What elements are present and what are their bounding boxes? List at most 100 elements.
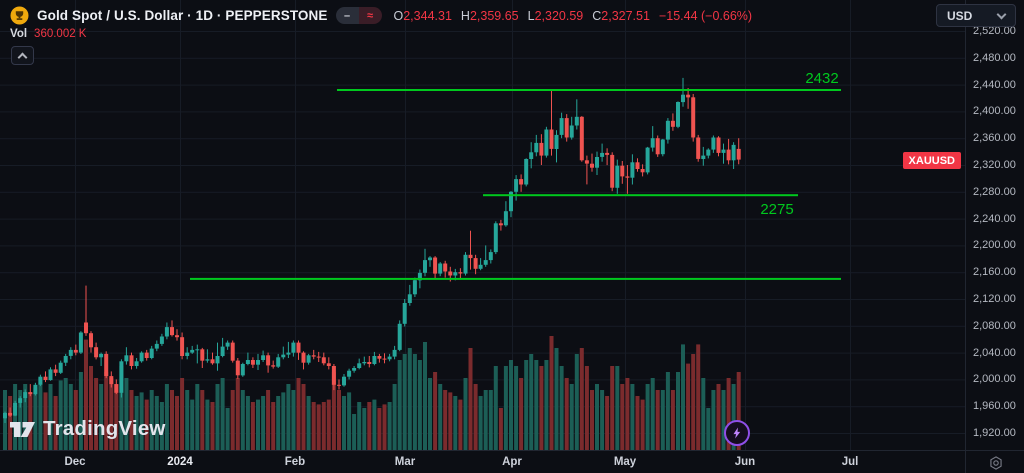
candle-body [574,116,579,126]
price-axis-label: 2,000.00 [973,373,1016,386]
candle-wick [591,153,593,172]
candle-body [109,376,114,385]
candle-body [159,336,164,344]
market-status-button[interactable]: ≈ [358,7,382,24]
volume-legend: Vol 360.002 K [10,28,86,40]
candle-body [372,356,377,364]
legend-pill: – ≈ [335,7,382,24]
volume-bar [33,387,38,450]
level-line[interactable] [337,89,841,91]
volume-bar [190,399,195,450]
volume-bar [564,378,569,450]
volume-bar [402,354,407,450]
volume-bar [650,378,655,450]
symbol-title[interactable]: Gold Spot / U.S. Dollar · 1D · PEPPERSTO… [37,8,328,23]
candle-body [94,347,99,358]
volume-bar [230,390,235,450]
candle-body [119,361,124,393]
candle-body [235,360,240,376]
instant-trading-button[interactable] [724,420,750,446]
level-line[interactable] [483,194,798,197]
candle-body [716,137,721,153]
volume-bar [256,399,260,450]
volume-bar [554,348,559,450]
candle-wick [470,230,471,270]
candle-body [230,342,235,361]
candle-wick [338,379,340,390]
candle-body [630,162,635,178]
time-axis-label: Jul [841,456,859,468]
pane-collapse-button[interactable] [11,46,34,65]
volume-bar [367,402,372,450]
candle-wick [687,88,689,109]
volume-bar [453,396,458,450]
volume-bar [185,390,190,450]
volume-bar [711,390,716,450]
level-line[interactable] [190,277,841,280]
volume-bar [503,366,508,450]
candle-wick [313,349,315,360]
candle-body [347,370,352,377]
candle-body [225,342,230,347]
candle-wick [9,407,11,417]
volume-bar [392,384,397,450]
candle-body [114,384,119,393]
candle-body [43,376,48,380]
candlestick-chart[interactable] [0,0,965,450]
candle-body [655,138,660,155]
candle-body [407,294,412,303]
volume-bar [569,384,574,450]
volume-bar [195,384,200,450]
candle-body [620,165,625,177]
candle-body [210,359,215,364]
candle-body [73,349,78,353]
volume-bar [326,399,331,450]
axis-settings-corner[interactable] [965,450,1024,473]
currency-label: USD [947,8,973,23]
candle-wick [29,384,31,397]
volume-bar [559,366,564,450]
volume-bar [463,378,468,450]
price-axis[interactable]: 2,327.51 2,520.002,480.002,440.002,400.0… [965,0,1024,450]
candle-body [544,129,549,156]
low-label: L [527,8,535,23]
volume-bar [574,354,579,450]
candle-body [640,169,645,173]
volume-bar [235,378,240,450]
candle-body [579,116,584,161]
candle-body [104,353,109,376]
legend-more-button[interactable]: – [335,7,359,24]
volume-bar [417,360,422,450]
candle-body [711,137,716,150]
currency-selector-button[interactable]: USD [936,4,1016,27]
volume-bar [240,390,245,450]
tradingview-watermark[interactable]: TradingView [9,417,166,441]
candle-body [63,356,68,363]
volume-bar [104,372,109,450]
level-label[interactable]: 2432 [805,69,839,87]
volume-bar [615,366,620,450]
volume-bar [412,354,417,450]
time-axis-label: Mar [394,456,416,468]
candle-body [23,392,28,399]
price-axis-label: 2,280.00 [973,185,1016,198]
candle-body [438,263,443,274]
price-axis-label: 2,160.00 [973,266,1016,279]
candle-wick [100,352,102,366]
time-axis-label: Feb [284,456,306,468]
candle-body [701,155,706,159]
level-label[interactable]: 2275 [760,201,794,219]
volume-bar [605,396,610,450]
candle-body [352,368,357,371]
volume-bar [205,399,210,450]
candle-body [559,118,564,135]
volume-bar [655,390,660,450]
symbol-tag: XAUUSD [902,152,961,169]
volume-bar [610,366,615,450]
candle-body [266,355,271,366]
candle-body [190,349,195,353]
candle-body [164,327,169,337]
time-axis[interactable]: Dec 2024 Feb Mar Apr May Jun Jul [0,450,965,473]
volume-bar [721,390,726,450]
volume-bar [23,384,28,450]
